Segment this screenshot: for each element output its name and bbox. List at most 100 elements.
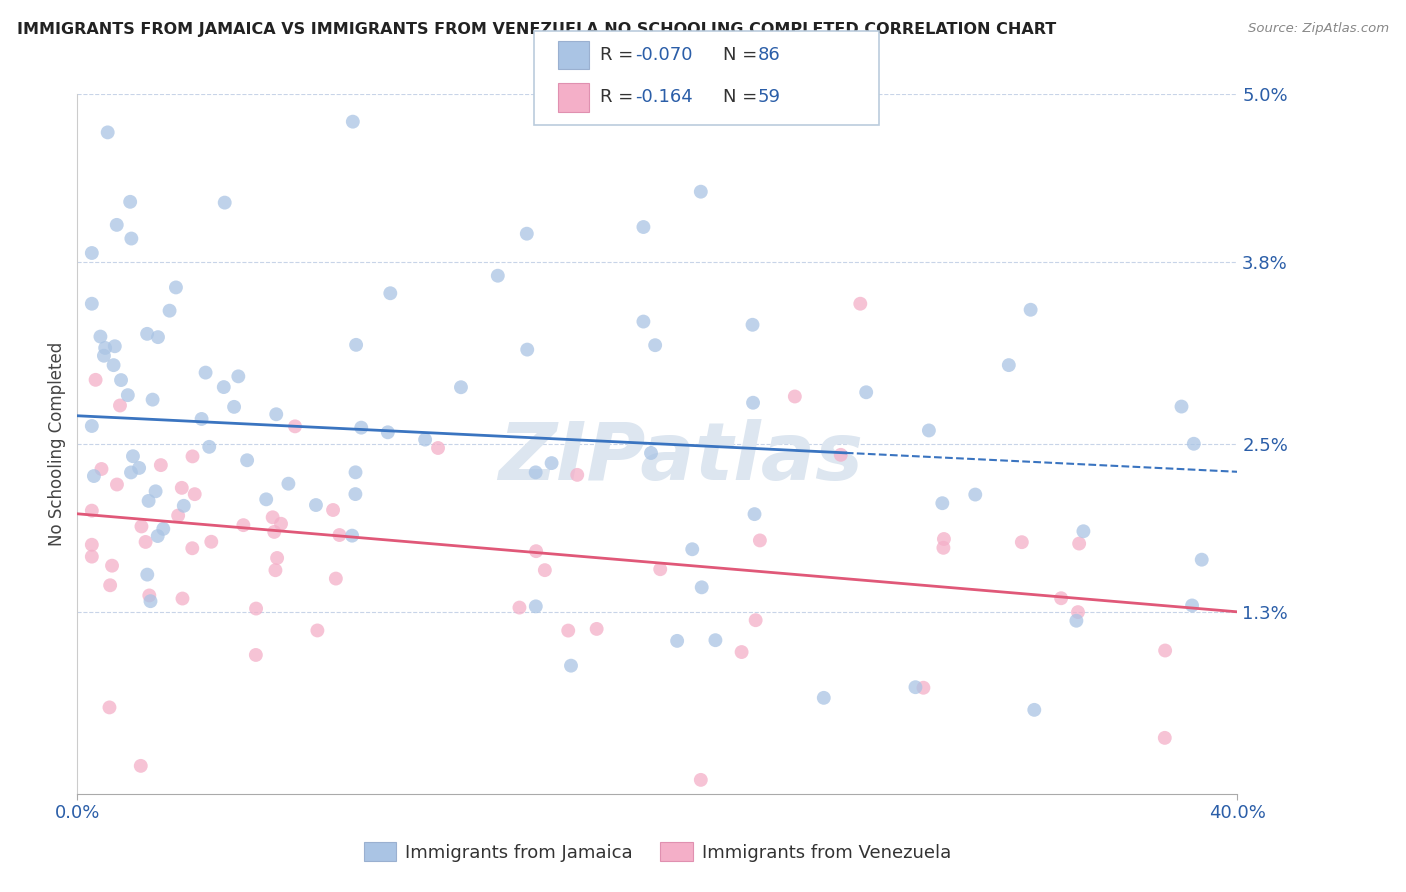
Text: Source: ZipAtlas.com: Source: ZipAtlas.com bbox=[1249, 22, 1389, 36]
Point bbox=[742, 396, 765, 410]
Point bbox=[80, 419, 103, 434]
Point bbox=[98, 578, 121, 592]
Point bbox=[704, 633, 727, 648]
Point bbox=[633, 315, 655, 329]
Point bbox=[730, 645, 752, 659]
Point bbox=[117, 388, 139, 402]
Point bbox=[136, 326, 159, 341]
Point bbox=[644, 338, 666, 352]
Point bbox=[1050, 591, 1073, 606]
Point bbox=[918, 424, 941, 438]
Point bbox=[103, 358, 125, 372]
Point bbox=[266, 551, 288, 566]
Point bbox=[344, 466, 367, 480]
Point bbox=[97, 125, 120, 139]
Point bbox=[80, 503, 103, 517]
Point bbox=[690, 580, 713, 594]
Point bbox=[263, 524, 285, 539]
Point bbox=[135, 535, 157, 549]
Point bbox=[173, 499, 195, 513]
Point bbox=[912, 681, 935, 695]
Point bbox=[633, 220, 655, 235]
Point bbox=[80, 246, 103, 260]
Y-axis label: No Schooling Completed: No Schooling Completed bbox=[48, 342, 66, 546]
Point bbox=[450, 380, 472, 394]
Point bbox=[1181, 599, 1204, 613]
Point bbox=[380, 286, 402, 301]
Point bbox=[139, 594, 162, 608]
Text: ZIPatlas: ZIPatlas bbox=[498, 418, 863, 497]
Point bbox=[557, 624, 579, 638]
Point bbox=[783, 389, 806, 403]
Point bbox=[748, 533, 770, 548]
Point bbox=[105, 477, 128, 491]
Point bbox=[516, 343, 538, 357]
Point bbox=[159, 303, 181, 318]
Point bbox=[1182, 436, 1205, 450]
Point bbox=[232, 518, 254, 533]
Point bbox=[80, 538, 103, 552]
Point bbox=[149, 458, 172, 472]
Point bbox=[93, 349, 115, 363]
Point bbox=[305, 498, 328, 512]
Point bbox=[342, 114, 364, 128]
Text: N =: N = bbox=[723, 45, 762, 64]
Point bbox=[1067, 605, 1090, 619]
Point bbox=[1069, 536, 1091, 550]
Point bbox=[228, 369, 250, 384]
Point bbox=[813, 690, 835, 705]
Text: 59: 59 bbox=[758, 88, 780, 106]
Point bbox=[165, 280, 187, 294]
Point bbox=[585, 622, 607, 636]
Point bbox=[377, 425, 399, 440]
Point bbox=[89, 329, 111, 343]
Point bbox=[855, 385, 877, 400]
Point bbox=[264, 563, 287, 577]
Point bbox=[340, 529, 363, 543]
Point bbox=[1073, 524, 1095, 539]
Point bbox=[307, 624, 329, 638]
Point bbox=[128, 461, 150, 475]
Point bbox=[122, 449, 145, 463]
Point bbox=[1011, 535, 1033, 549]
Point bbox=[190, 412, 212, 426]
Text: R =: R = bbox=[600, 88, 640, 106]
Point bbox=[198, 440, 221, 454]
Text: -0.070: -0.070 bbox=[636, 45, 693, 64]
Point bbox=[830, 448, 852, 462]
Point bbox=[932, 541, 955, 555]
Point bbox=[516, 227, 538, 241]
Point bbox=[965, 487, 987, 501]
Point bbox=[145, 484, 167, 499]
Point bbox=[270, 516, 292, 531]
Text: IMMIGRANTS FROM JAMAICA VS IMMIGRANTS FROM VENEZUELA NO SCHOOLING COMPLETED CORR: IMMIGRANTS FROM JAMAICA VS IMMIGRANTS FR… bbox=[17, 22, 1056, 37]
Point bbox=[904, 680, 927, 694]
Point bbox=[94, 341, 117, 355]
Point bbox=[131, 519, 153, 533]
Point bbox=[181, 450, 204, 464]
Point bbox=[524, 599, 547, 614]
Text: 86: 86 bbox=[758, 45, 780, 64]
Point bbox=[84, 373, 107, 387]
Point bbox=[681, 542, 703, 557]
Point bbox=[194, 366, 217, 380]
Point bbox=[138, 589, 160, 603]
Point bbox=[212, 380, 235, 394]
Point bbox=[534, 563, 557, 577]
Point bbox=[277, 476, 299, 491]
Point bbox=[284, 419, 307, 434]
Point bbox=[1170, 400, 1192, 414]
Point bbox=[1153, 731, 1175, 745]
Point bbox=[322, 503, 344, 517]
Point bbox=[214, 195, 236, 210]
Point bbox=[200, 534, 222, 549]
Point bbox=[262, 510, 284, 524]
Point bbox=[998, 358, 1021, 372]
Point bbox=[560, 658, 582, 673]
Point bbox=[129, 759, 152, 773]
Point bbox=[120, 231, 142, 245]
Point bbox=[254, 492, 277, 507]
Point bbox=[264, 407, 287, 421]
Point bbox=[167, 508, 190, 523]
Point bbox=[108, 399, 131, 413]
